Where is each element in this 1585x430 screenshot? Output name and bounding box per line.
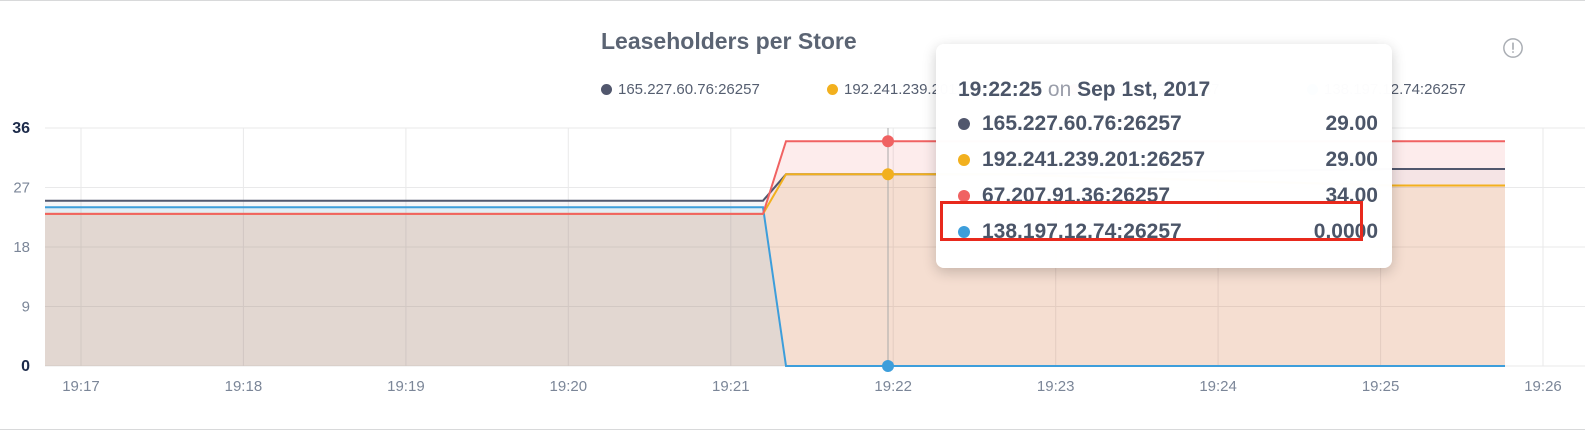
svg-text:19:23: 19:23 [1037,378,1075,395]
svg-text:19:18: 19:18 [225,378,263,395]
svg-text:19:21: 19:21 [712,378,750,395]
svg-text:18: 18 [13,239,30,256]
svg-text:0: 0 [21,358,30,375]
svg-text:19:22: 19:22 [874,378,912,395]
svg-text:9: 9 [22,299,30,316]
svg-text:19:26: 19:26 [1524,378,1562,395]
svg-text:27: 27 [13,180,30,197]
svg-text:19:17: 19:17 [62,378,100,395]
svg-text:19:19: 19:19 [387,378,425,395]
svg-text:36: 36 [12,120,30,137]
svg-text:19:24: 19:24 [1199,378,1237,395]
svg-text:19:20: 19:20 [550,378,588,395]
svg-text:19:25: 19:25 [1362,378,1400,395]
